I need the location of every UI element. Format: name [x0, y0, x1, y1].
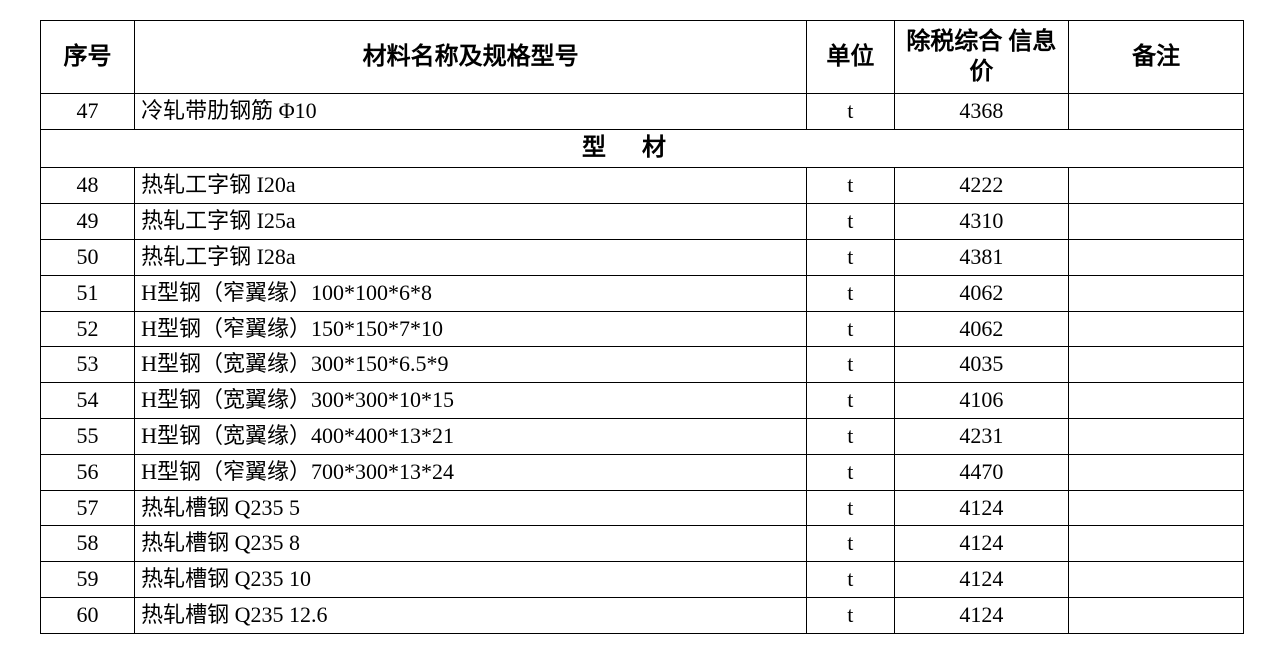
header-remark: 备注: [1069, 21, 1244, 94]
cell-unit: t: [807, 454, 894, 490]
cell-remark: [1069, 204, 1244, 240]
section-title: 型材: [41, 129, 1244, 168]
cell-price: 4124: [894, 490, 1069, 526]
cell-name: 热轧工字钢 I20a: [135, 168, 807, 204]
cell-price: 4124: [894, 526, 1069, 562]
cell-remark: [1069, 454, 1244, 490]
cell-unit: t: [807, 597, 894, 633]
table-row: 57热轧槽钢 Q235 5t4124: [41, 490, 1244, 526]
cell-unit: t: [807, 490, 894, 526]
cell-seq: 51: [41, 275, 135, 311]
cell-remark: [1069, 490, 1244, 526]
table-row: 51H型钢（窄翼缘）100*100*6*8t4062: [41, 275, 1244, 311]
header-price: 除税综合 信息价: [894, 21, 1069, 94]
cell-name: H型钢（窄翼缘）700*300*13*24: [135, 454, 807, 490]
cell-remark: [1069, 94, 1244, 130]
cell-seq: 55: [41, 418, 135, 454]
cell-name: H型钢（窄翼缘）150*150*7*10: [135, 311, 807, 347]
cell-seq: 49: [41, 204, 135, 240]
cell-unit: t: [807, 383, 894, 419]
cell-seq: 59: [41, 562, 135, 598]
cell-name: 热轧槽钢 Q235 5: [135, 490, 807, 526]
cell-seq: 56: [41, 454, 135, 490]
cell-seq: 53: [41, 347, 135, 383]
table-row: 56H型钢（窄翼缘）700*300*13*24t4470: [41, 454, 1244, 490]
cell-seq: 47: [41, 94, 135, 130]
table-row: 59热轧槽钢 Q235 10t4124: [41, 562, 1244, 598]
cell-name: 热轧工字钢 I28a: [135, 239, 807, 275]
cell-unit: t: [807, 275, 894, 311]
cell-price: 4368: [894, 94, 1069, 130]
table-body: 47冷轧带肋钢筋 Φ10t4368型材48热轧工字钢 I20at422249热轧…: [41, 94, 1244, 634]
cell-remark: [1069, 383, 1244, 419]
cell-name: H型钢（宽翼缘）400*400*13*21: [135, 418, 807, 454]
cell-unit: t: [807, 418, 894, 454]
cell-unit: t: [807, 347, 894, 383]
cell-remark: [1069, 562, 1244, 598]
table-row: 60热轧槽钢 Q235 12.6t4124: [41, 597, 1244, 633]
cell-unit: t: [807, 562, 894, 598]
cell-name: 热轧槽钢 Q235 12.6: [135, 597, 807, 633]
cell-price: 4381: [894, 239, 1069, 275]
cell-remark: [1069, 526, 1244, 562]
cell-remark: [1069, 347, 1244, 383]
cell-remark: [1069, 311, 1244, 347]
header-unit: 单位: [807, 21, 894, 94]
table-header: 序号 材料名称及规格型号 单位 除税综合 信息价 备注: [41, 21, 1244, 94]
cell-unit: t: [807, 311, 894, 347]
table-row: 55H型钢（宽翼缘）400*400*13*21t4231: [41, 418, 1244, 454]
cell-price: 4470: [894, 454, 1069, 490]
cell-seq: 50: [41, 239, 135, 275]
cell-remark: [1069, 418, 1244, 454]
cell-name: H型钢（宽翼缘）300*300*10*15: [135, 383, 807, 419]
table-row: 47冷轧带肋钢筋 Φ10t4368: [41, 94, 1244, 130]
cell-unit: t: [807, 204, 894, 240]
cell-unit: t: [807, 526, 894, 562]
cell-remark: [1069, 239, 1244, 275]
cell-remark: [1069, 597, 1244, 633]
cell-price: 4124: [894, 597, 1069, 633]
cell-unit: t: [807, 94, 894, 130]
cell-unit: t: [807, 168, 894, 204]
cell-seq: 52: [41, 311, 135, 347]
cell-name: H型钢（窄翼缘）100*100*6*8: [135, 275, 807, 311]
cell-price: 4310: [894, 204, 1069, 240]
section-row: 型材: [41, 129, 1244, 168]
cell-price: 4062: [894, 275, 1069, 311]
cell-seq: 48: [41, 168, 135, 204]
cell-remark: [1069, 168, 1244, 204]
cell-seq: 58: [41, 526, 135, 562]
cell-price: 4222: [894, 168, 1069, 204]
cell-unit: t: [807, 239, 894, 275]
table-row: 53H型钢（宽翼缘）300*150*6.5*9t4035: [41, 347, 1244, 383]
cell-price: 4124: [894, 562, 1069, 598]
cell-price: 4035: [894, 347, 1069, 383]
cell-name: H型钢（宽翼缘）300*150*6.5*9: [135, 347, 807, 383]
materials-table: 序号 材料名称及规格型号 单位 除税综合 信息价 备注 47冷轧带肋钢筋 Φ10…: [40, 20, 1244, 634]
cell-seq: 57: [41, 490, 135, 526]
table-row: 54H型钢（宽翼缘）300*300*10*15t4106: [41, 383, 1244, 419]
cell-price: 4106: [894, 383, 1069, 419]
table-row: 52H型钢（窄翼缘）150*150*7*10t4062: [41, 311, 1244, 347]
cell-name: 热轧槽钢 Q235 8: [135, 526, 807, 562]
table-row: 50热轧工字钢 I28at4381: [41, 239, 1244, 275]
table-row: 48热轧工字钢 I20at4222: [41, 168, 1244, 204]
cell-name: 热轧槽钢 Q235 10: [135, 562, 807, 598]
header-seq: 序号: [41, 21, 135, 94]
table-row: 58热轧槽钢 Q235 8t4124: [41, 526, 1244, 562]
cell-name: 冷轧带肋钢筋 Φ10: [135, 94, 807, 130]
cell-price: 4231: [894, 418, 1069, 454]
cell-seq: 60: [41, 597, 135, 633]
table-row: 49热轧工字钢 I25at4310: [41, 204, 1244, 240]
cell-seq: 54: [41, 383, 135, 419]
cell-remark: [1069, 275, 1244, 311]
cell-name: 热轧工字钢 I25a: [135, 204, 807, 240]
header-name: 材料名称及规格型号: [135, 21, 807, 94]
cell-price: 4062: [894, 311, 1069, 347]
